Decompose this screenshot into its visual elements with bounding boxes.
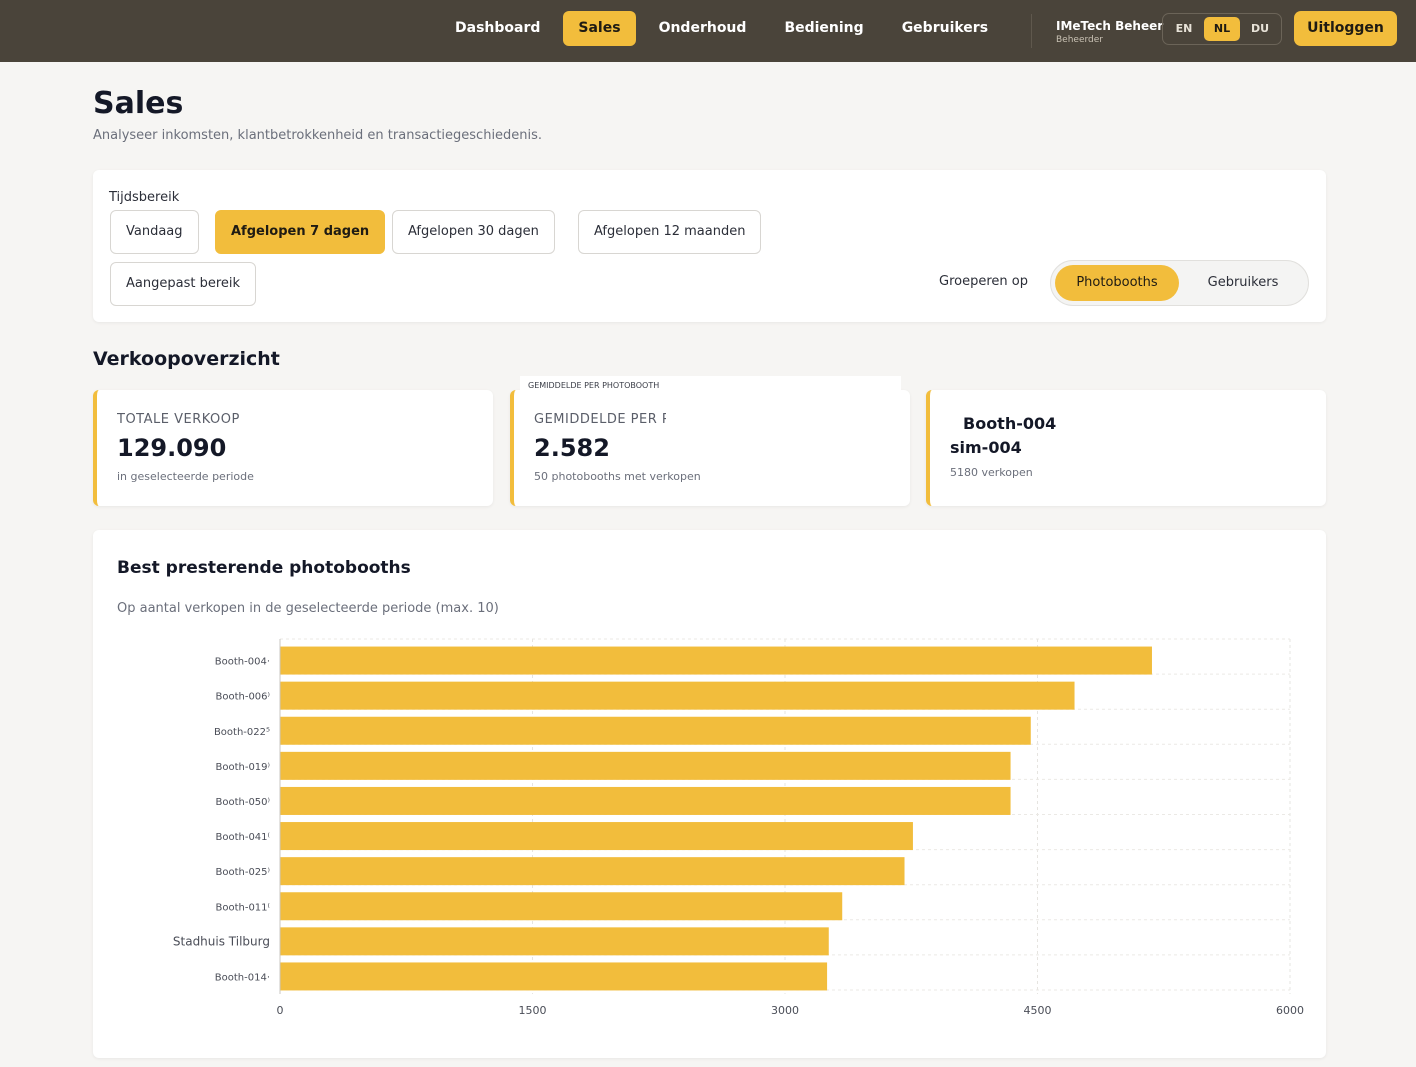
bar[interactable] bbox=[280, 822, 913, 851]
nav-sales[interactable]: Sales bbox=[563, 11, 636, 46]
range-custom-button[interactable]: Aangepast bereik bbox=[110, 262, 257, 306]
nav-bediening[interactable]: Bediening bbox=[784, 20, 864, 36]
logout-button[interactable]: Uitloggen bbox=[1294, 11, 1397, 46]
total-sales-label: TOTALE VERKOOP bbox=[117, 412, 240, 427]
category-label: Booth-050⁾ bbox=[215, 797, 270, 808]
lang-du-button[interactable]: DU bbox=[1250, 22, 1270, 35]
top-bar: Dashboard Sales Onderhoud Bediening Gebr… bbox=[0, 0, 1416, 62]
total-sales-note: in geselecteerde periode bbox=[117, 470, 254, 483]
x-tick-label: 0 bbox=[277, 1004, 284, 1017]
bar[interactable] bbox=[280, 646, 1152, 675]
range-12-months-button[interactable]: Afgelopen 12 maanden bbox=[578, 210, 762, 254]
user-name: IMeTech Beheer bbox=[1056, 19, 1164, 33]
nav-onderhoud[interactable]: Onderhoud bbox=[658, 20, 747, 36]
group-photobooths-option[interactable]: Photobooths bbox=[1055, 265, 1179, 301]
category-label: Booth-041⁽ bbox=[215, 832, 270, 843]
bar[interactable] bbox=[280, 681, 1075, 710]
category-label: Booth-014· bbox=[215, 972, 270, 983]
chart-title: Best presterende photobooths bbox=[117, 558, 411, 578]
user-role: Beheerder bbox=[1056, 35, 1103, 45]
bar[interactable] bbox=[280, 962, 828, 991]
bar[interactable] bbox=[280, 716, 1031, 745]
average-label-tooltip: GEMIDDELDE PER PHOTOBOOTH bbox=[520, 376, 901, 394]
range-30-days-button[interactable]: Afgelopen 30 dagen bbox=[392, 210, 555, 254]
total-sales-card: TOTALE VERKOOP 129.090 in geselecteerde … bbox=[93, 390, 493, 506]
nav-gebruikers[interactable]: Gebruikers bbox=[901, 20, 989, 36]
category-label: Booth-022⁵ bbox=[214, 727, 270, 738]
category-label: Booth-004· bbox=[215, 657, 270, 668]
group-by-label: Groeperen op bbox=[939, 274, 1028, 289]
category-label: Booth-019⁾ bbox=[215, 762, 270, 773]
best-booth-note: 5180 verkopen bbox=[950, 466, 1033, 479]
top-booths-bar-chart: Booth-004· Booth-006⁾ Booth-022⁵ Booth-019⁾… bbox=[173, 638, 1304, 1017]
average-sales-label[interactable]: GEMIDDELDE PER PHOTOBOOTH bbox=[534, 412, 666, 427]
best-booth-id: sim-004 bbox=[950, 438, 1022, 457]
group-by-toggle: Photobooths Gebruikers bbox=[1050, 260, 1309, 306]
page-title: Sales bbox=[93, 86, 184, 121]
nav-dashboard[interactable]: Dashboard bbox=[455, 20, 541, 36]
best-booth-card: Booth-004 sim-004 5180 verkopen bbox=[926, 390, 1326, 506]
overview-title: Verkoopoverzicht bbox=[93, 348, 280, 370]
lang-en-button[interactable]: EN bbox=[1175, 22, 1193, 35]
range-7-days-button[interactable]: Afgelopen 7 dagen bbox=[215, 210, 386, 254]
page-subtitle: Analyseer inkomsten, klantbetrokkenheid … bbox=[93, 128, 543, 143]
bar[interactable] bbox=[280, 751, 1011, 780]
bar[interactable] bbox=[280, 857, 905, 886]
average-sales-value: 2.582 bbox=[534, 434, 610, 462]
language-switcher: EN NL DU bbox=[1162, 13, 1282, 45]
top-booths-card: Best presterende photobooths Op aantal v… bbox=[93, 530, 1326, 1058]
average-sales-note: 50 photobooths met verkopen bbox=[534, 470, 701, 483]
x-tick-label: 4500 bbox=[1024, 1004, 1052, 1017]
best-booth-name: Booth-004 bbox=[963, 414, 1057, 433]
category-label: Booth-011⁽ bbox=[215, 902, 270, 913]
bar[interactable] bbox=[280, 927, 829, 956]
x-tick-label: 1500 bbox=[519, 1004, 547, 1017]
x-tick-label: 3000 bbox=[771, 1004, 799, 1017]
bar[interactable] bbox=[280, 892, 843, 921]
user-info: IMeTech Beheer Beheerder bbox=[1056, 19, 1163, 45]
lang-nl-button[interactable]: NL bbox=[1204, 17, 1240, 41]
category-label: Booth-025⁾ bbox=[215, 867, 270, 878]
chart-subtitle: Op aantal verkopen in de geselecteerde p… bbox=[117, 601, 499, 616]
category-label: Stadhuis Tilburg bbox=[173, 934, 270, 948]
x-tick-label: 6000 bbox=[1276, 1004, 1304, 1017]
range-today-button[interactable]: Vandaag bbox=[110, 210, 199, 254]
bar[interactable] bbox=[280, 786, 1011, 815]
time-range-label: Tijdsbereik bbox=[109, 190, 180, 205]
main-nav: Dashboard Sales Onderhoud Bediening Gebr… bbox=[440, 11, 1003, 46]
filter-card: Tijdsbereik Vandaag Afgelopen 7 dagen Af… bbox=[93, 170, 1326, 322]
average-sales-card: GEMIDDELDE PER PHOTOBOOTH 2.582 50 photo… bbox=[510, 390, 910, 506]
total-sales-value: 129.090 bbox=[117, 434, 227, 462]
category-label: Booth-006⁾ bbox=[215, 692, 270, 703]
nav-divider bbox=[1031, 14, 1032, 48]
group-users-option[interactable]: Gebruikers bbox=[1207, 275, 1279, 290]
